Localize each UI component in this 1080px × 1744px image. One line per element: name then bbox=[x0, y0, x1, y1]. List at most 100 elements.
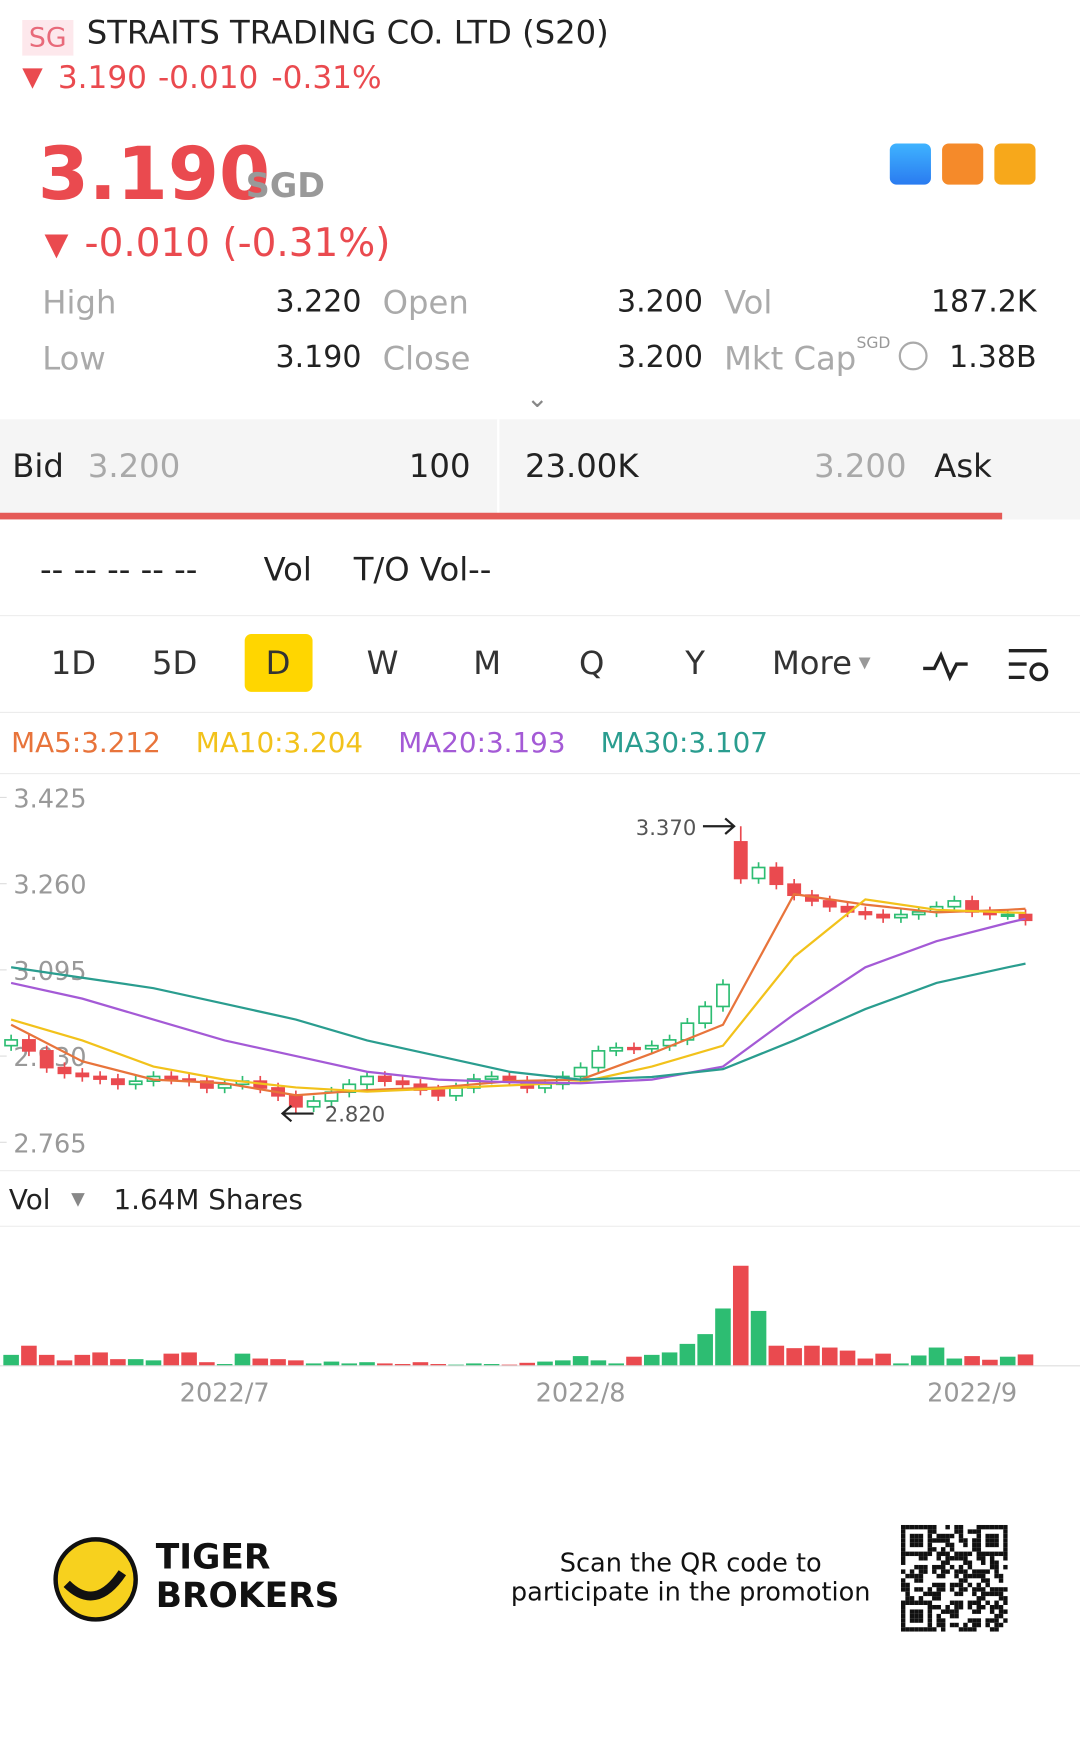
qr-module bbox=[940, 1582, 946, 1588]
period-tab[interactable]: W bbox=[366, 643, 399, 682]
qr-module bbox=[976, 1542, 982, 1548]
qr-module bbox=[963, 1560, 968, 1565]
volume-label[interactable]: Vol bbox=[8, 1183, 51, 1216]
qr-module bbox=[989, 1560, 995, 1565]
qr-module bbox=[989, 1551, 995, 1557]
qr-module bbox=[936, 1618, 941, 1623]
qr-module bbox=[936, 1582, 941, 1588]
qr-module bbox=[989, 1609, 995, 1614]
stat-value: 187.2K bbox=[930, 284, 1037, 320]
indicator-icon[interactable] bbox=[921, 648, 970, 682]
icon-flash[interactable] bbox=[889, 143, 931, 185]
volume-bar bbox=[252, 1358, 269, 1366]
qr-module bbox=[940, 1627, 946, 1632]
qr-module bbox=[994, 1622, 999, 1628]
qr-module bbox=[958, 1591, 964, 1597]
qr-module bbox=[949, 1609, 955, 1614]
qr-module bbox=[976, 1524, 982, 1530]
volume-bar bbox=[679, 1343, 696, 1366]
settings-icon[interactable] bbox=[1007, 645, 1051, 685]
qr-module bbox=[905, 1573, 910, 1579]
candle-body bbox=[591, 1050, 606, 1069]
qr-module bbox=[954, 1600, 959, 1605]
volume-bar bbox=[483, 1364, 500, 1366]
qr-module bbox=[923, 1600, 928, 1605]
x-tick-label: 2022/8 bbox=[536, 1378, 626, 1408]
qr-module bbox=[945, 1542, 950, 1548]
qr-module bbox=[967, 1551, 973, 1557]
qr-module bbox=[976, 1618, 982, 1623]
icon-dollar[interactable] bbox=[994, 143, 1036, 185]
promo-line: Scan the QR code to bbox=[559, 1549, 822, 1579]
qr-module bbox=[936, 1613, 941, 1619]
volume-bar bbox=[608, 1363, 624, 1366]
qr-module bbox=[905, 1627, 910, 1632]
qr-module bbox=[967, 1560, 973, 1565]
qr-module bbox=[985, 1542, 990, 1548]
qr-module bbox=[976, 1587, 982, 1592]
qr-module bbox=[976, 1533, 982, 1539]
qr-module bbox=[914, 1533, 919, 1539]
qr-module bbox=[972, 1547, 977, 1552]
volume-bar bbox=[928, 1347, 945, 1366]
qr-module bbox=[918, 1573, 924, 1579]
candle-body bbox=[876, 913, 891, 919]
period-tab[interactable]: M bbox=[473, 643, 502, 682]
qr-module bbox=[909, 1596, 915, 1601]
qr-module bbox=[932, 1529, 937, 1534]
qr-module bbox=[958, 1627, 964, 1632]
qr-module bbox=[963, 1551, 968, 1557]
qr-module bbox=[940, 1569, 946, 1574]
candle-body bbox=[93, 1075, 108, 1080]
qr-module bbox=[985, 1591, 990, 1597]
qr-module bbox=[981, 1604, 986, 1610]
expand-chevron[interactable]: ⌄ bbox=[526, 382, 549, 414]
qr-module bbox=[923, 1627, 928, 1632]
qr-module bbox=[909, 1627, 915, 1632]
qr-module bbox=[989, 1538, 995, 1543]
ma-legend-item: MA30:3.107 bbox=[600, 726, 768, 759]
qr-module bbox=[909, 1533, 915, 1539]
header-change: -0.010 bbox=[157, 58, 259, 96]
period-tab[interactable]: Q bbox=[579, 643, 605, 682]
volume-bar bbox=[697, 1334, 713, 1366]
qr-module bbox=[905, 1591, 910, 1597]
qr-module bbox=[958, 1556, 964, 1561]
ma-line bbox=[10, 892, 1026, 1097]
qr-module bbox=[989, 1533, 995, 1539]
qr-module bbox=[900, 1613, 906, 1619]
qr-module bbox=[994, 1587, 999, 1592]
qr-module bbox=[927, 1613, 933, 1619]
qr-module bbox=[958, 1538, 964, 1543]
qr-module bbox=[918, 1569, 924, 1574]
volume-dropdown[interactable]: ▼ bbox=[71, 1187, 85, 1210]
qr-module bbox=[923, 1591, 928, 1597]
qr-module bbox=[963, 1556, 968, 1561]
stock-title: STRAITS TRADING CO. LTD (S20) bbox=[86, 13, 609, 52]
qr-module bbox=[940, 1533, 946, 1539]
period-tab[interactable]: 5D bbox=[151, 643, 198, 682]
qr-module bbox=[976, 1529, 982, 1534]
qr-module bbox=[994, 1600, 999, 1605]
qr-module bbox=[932, 1596, 937, 1601]
period-tab[interactable]: 1D bbox=[50, 643, 97, 682]
candle-body bbox=[377, 1075, 392, 1083]
qr-module bbox=[909, 1613, 915, 1619]
qr-module bbox=[1003, 1564, 1008, 1570]
info-icon[interactable] bbox=[898, 341, 928, 371]
qr-module bbox=[936, 1622, 941, 1628]
icon-options[interactable] bbox=[942, 143, 984, 185]
candle-body bbox=[733, 841, 748, 880]
qr-module bbox=[900, 1578, 906, 1583]
volume-bar bbox=[857, 1358, 874, 1366]
qr-module bbox=[918, 1596, 924, 1601]
period-tab[interactable]: D bbox=[265, 643, 291, 682]
candle-body bbox=[199, 1080, 214, 1089]
qr-module bbox=[900, 1556, 906, 1561]
qr-module bbox=[918, 1600, 924, 1605]
ask-label: Ask bbox=[934, 447, 992, 485]
period-tab[interactable]: More bbox=[771, 643, 852, 682]
qr-module bbox=[914, 1618, 919, 1623]
period-tab[interactable]: Y bbox=[685, 643, 706, 682]
qr-module bbox=[940, 1564, 946, 1570]
